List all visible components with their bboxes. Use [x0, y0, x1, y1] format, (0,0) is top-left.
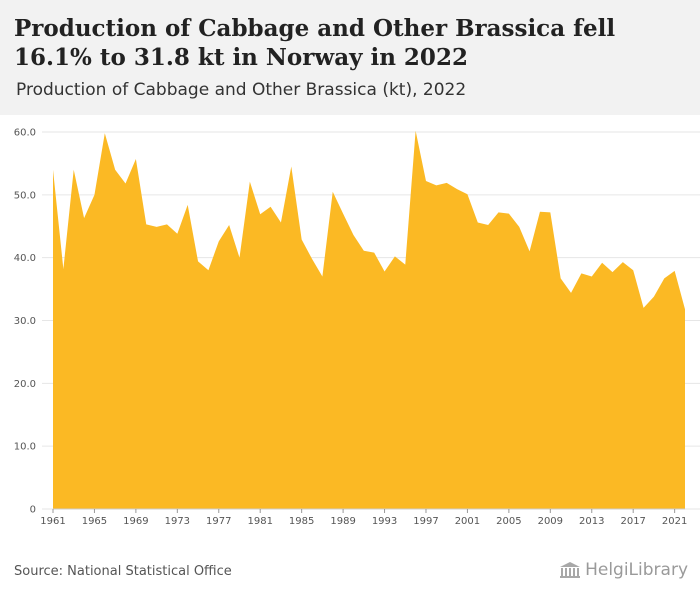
x-tick-label: 2009	[538, 516, 563, 527]
helgi-library-logo[interactable]: HelgiLibrary	[559, 560, 688, 580]
x-tick-label: 1969	[123, 516, 148, 527]
y-tick-label: 40.0	[14, 253, 36, 264]
x-tick-label: 1977	[206, 516, 231, 527]
area-chart: 0 10.0 20.0 30.0 40.0 50.0 60.0 1961 1965 1969 197…	[14, 128, 700, 527]
x-tick-label: 1997	[413, 516, 438, 527]
y-tick-label: 30.0	[14, 316, 36, 327]
area-series	[53, 130, 685, 509]
chart-subtitle: Production of Cabbage and Other Brassica…	[16, 80, 467, 100]
x-tick-label: 1981	[247, 516, 272, 527]
logo-text: HelgiLibrary	[585, 560, 688, 580]
x-tick-label: 1965	[82, 516, 107, 527]
y-tick-label: 20.0	[14, 379, 36, 390]
library-building-icon	[560, 562, 581, 578]
x-tick-label: 2001	[455, 516, 480, 527]
x-tick-label: 1993	[372, 516, 397, 527]
x-tick-label: 1973	[165, 516, 190, 527]
x-tick-label: 2013	[579, 516, 604, 527]
title-bar: Production of Cabbage and Other Brassica…	[0, 0, 700, 115]
x-tick-label: 1985	[289, 516, 314, 527]
x-tick-label: 2005	[496, 516, 521, 527]
y-tick-label: 10.0	[14, 442, 36, 453]
y-tick-label: 0	[30, 505, 36, 516]
x-tick-label: 2017	[620, 516, 645, 527]
y-tick-label: 50.0	[14, 190, 36, 201]
x-tick-label: 2021	[662, 516, 687, 527]
source-note: Source: National Statistical Office	[14, 564, 232, 579]
chart-title: Production of Cabbage and Other Brassica…	[14, 15, 616, 71]
x-tick-label: 1989	[330, 516, 355, 527]
x-tick-label: 1961	[40, 516, 65, 527]
y-tick-label: 60.0	[14, 128, 36, 139]
